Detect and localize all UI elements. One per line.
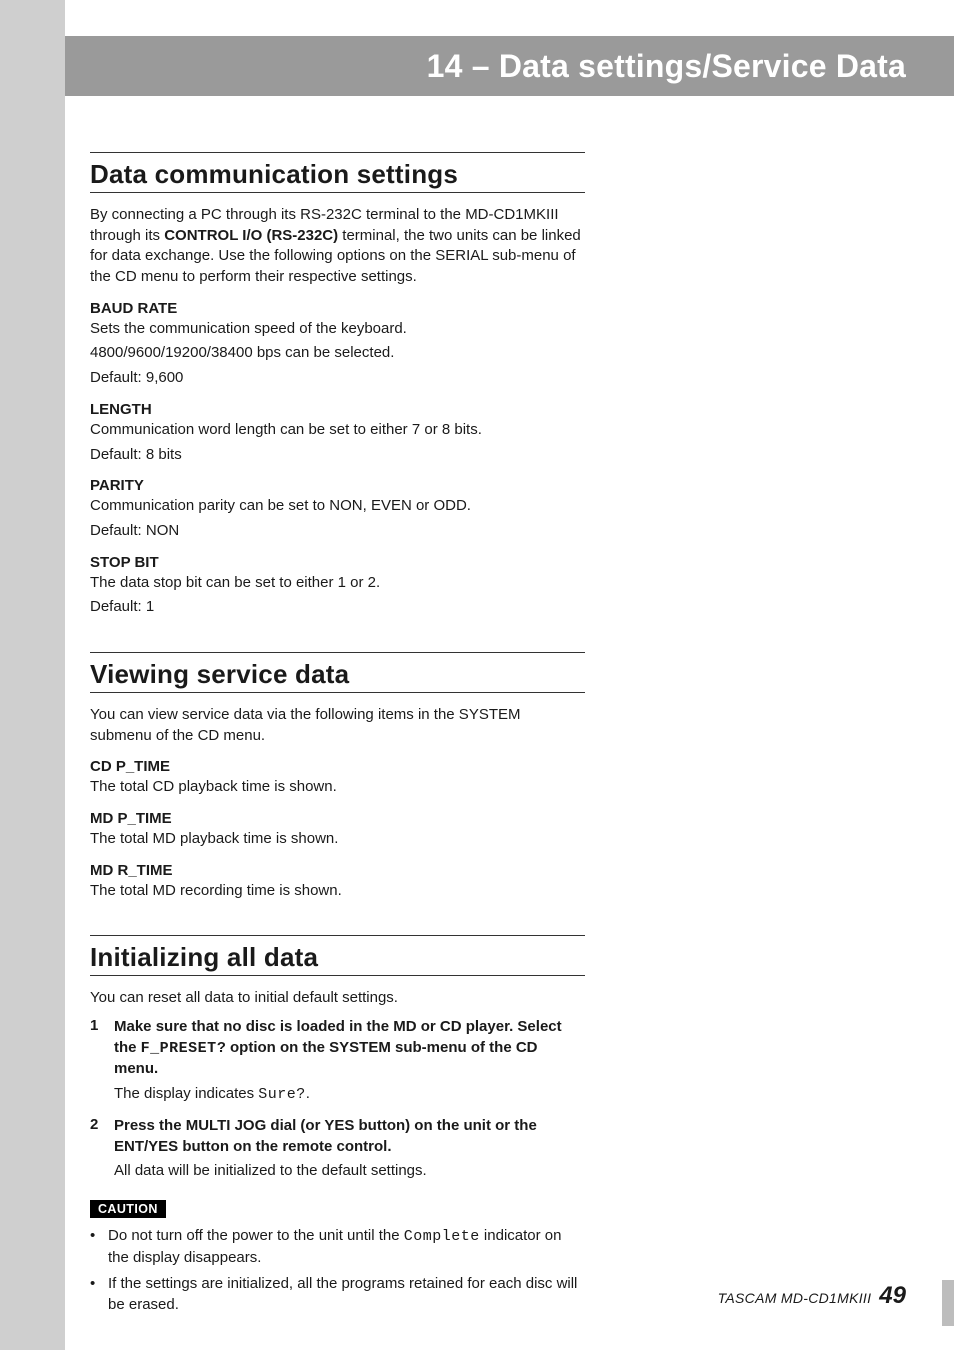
- paragraph: Default: 9,600: [90, 368, 585, 389]
- step-lead: Press the MULTI JOG dial (or YES button)…: [114, 1117, 537, 1155]
- bullet-icon: •: [90, 1274, 108, 1315]
- step-1: 1 Make sure that no disc is loaded in th…: [90, 1017, 585, 1106]
- step-number: 1: [90, 1017, 114, 1106]
- sub-heading: STOP BIT: [90, 554, 585, 571]
- paragraph: The total MD recording time is shown.: [90, 881, 585, 902]
- paragraph: Sets the communication speed of the keyb…: [90, 319, 585, 340]
- paragraph: Default: NON: [90, 521, 585, 542]
- sub-heading: MD P_TIME: [90, 810, 585, 827]
- section-rule: [90, 192, 585, 193]
- right-edge-tab: [942, 1280, 954, 1326]
- paragraph: You can view service data via the follow…: [90, 705, 585, 746]
- paragraph: 4800/9600/19200/38400 bps can be selecte…: [90, 343, 585, 364]
- paragraph: The total CD playback time is shown.: [90, 777, 585, 798]
- chapter-title: 14 – Data settings/Service Data: [427, 48, 906, 85]
- section-heading-datacomm: Data communication settings: [90, 153, 585, 192]
- step-number: 2: [90, 1116, 114, 1182]
- list-item-body: If the settings are initialized, all the…: [108, 1274, 585, 1315]
- bullet-list: • Do not turn off the power to the unit …: [90, 1226, 585, 1316]
- sub-heading: CD P_TIME: [90, 758, 585, 775]
- text: .: [306, 1085, 310, 1102]
- paragraph: Default: 1: [90, 597, 585, 618]
- page-footer: TASCAM MD-CD1MKIII 49: [718, 1282, 906, 1310]
- sub-heading: MD R_TIME: [90, 862, 585, 879]
- paragraph: Communication word length can be set to …: [90, 420, 585, 441]
- list-item: • Do not turn off the power to the unit …: [90, 1226, 585, 1268]
- footer-page-number: 49: [879, 1282, 906, 1310]
- text-bold: CONTROL I/O (RS-232C): [164, 227, 338, 244]
- sub-heading: PARITY: [90, 477, 585, 494]
- main-column: Data communication settings By connectin…: [90, 130, 585, 1322]
- section-rule: [90, 975, 585, 976]
- list-item: • If the settings are initialized, all t…: [90, 1274, 585, 1315]
- text-mono: Sure?: [258, 1086, 306, 1103]
- bullet-icon: •: [90, 1226, 108, 1268]
- step-body: Make sure that no disc is loaded in the …: [114, 1017, 585, 1106]
- sub-heading: BAUD RATE: [90, 300, 585, 317]
- paragraph: You can reset all data to initial defaul…: [90, 988, 585, 1009]
- sub-heading: LENGTH: [90, 401, 585, 418]
- section-rule: [90, 692, 585, 693]
- section-heading-init: Initializing all data: [90, 936, 585, 975]
- paragraph: The data stop bit can be set to either 1…: [90, 573, 585, 594]
- numbered-list: 1 Make sure that no disc is loaded in th…: [90, 1017, 585, 1182]
- paragraph: Communication parity can be set to NON, …: [90, 496, 585, 517]
- left-margin-strip: [0, 0, 65, 1350]
- text: Do not turn off the power to the unit un…: [108, 1227, 404, 1244]
- text: All data will be initialized to the defa…: [114, 1162, 427, 1179]
- step-body: Press the MULTI JOG dial (or YES button)…: [114, 1116, 585, 1182]
- step-lead: Make sure that no disc is loaded in the …: [114, 1018, 562, 1077]
- paragraph: Default: 8 bits: [90, 445, 585, 466]
- paragraph: The total MD playback time is shown.: [90, 829, 585, 850]
- footer-model: TASCAM MD-CD1MKIII: [718, 1290, 872, 1306]
- paragraph: By connecting a PC through its RS-232C t…: [90, 205, 585, 288]
- list-item-body: Do not turn off the power to the unit un…: [108, 1226, 585, 1268]
- step-2: 2 Press the MULTI JOG dial (or YES butto…: [90, 1116, 585, 1182]
- chapter-header-band: 14 – Data settings/Service Data: [65, 36, 954, 96]
- caution-label: CAUTION: [90, 1200, 166, 1218]
- text-mono: Complete: [404, 1228, 480, 1245]
- text-mono: F_PRESET: [141, 1040, 217, 1057]
- section-heading-service: Viewing service data: [90, 653, 585, 692]
- text: The display indicates: [114, 1085, 258, 1102]
